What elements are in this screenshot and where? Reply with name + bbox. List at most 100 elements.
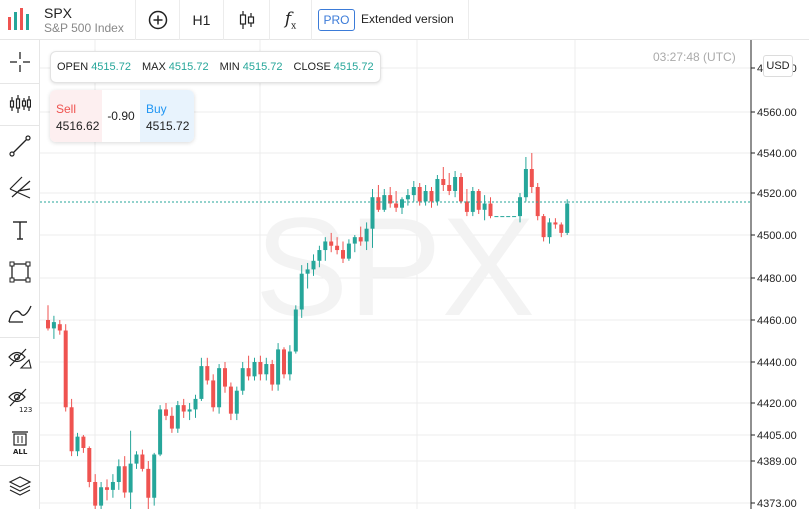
crosshair-tool[interactable]: [0, 42, 40, 82]
candle: [317, 245, 322, 268]
spread-value: -0.90: [107, 109, 135, 123]
trash-all-icon: ALL: [12, 431, 28, 455]
candle: [464, 189, 469, 217]
candle-body: [116, 466, 121, 482]
symbol-name[interactable]: SPX: [44, 5, 73, 21]
candle-body: [364, 228, 369, 242]
candle: [276, 343, 281, 391]
candle: [447, 173, 452, 196]
candle: [223, 362, 227, 393]
candle: [122, 456, 127, 498]
candle-body: [352, 237, 357, 244]
candle-body: [506, 216, 511, 218]
candle-body: [81, 436, 86, 448]
candle-body: [228, 386, 233, 414]
candle-body: [87, 448, 92, 482]
candle-body: [482, 203, 487, 210]
trend-line-icon: [9, 135, 31, 157]
candle-body: [252, 362, 257, 377]
candle: [346, 239, 351, 261]
extended-version-link[interactable]: Extended version: [361, 12, 454, 26]
candle-body: [175, 405, 180, 429]
candle-body: [394, 203, 399, 208]
candle-body: [240, 368, 245, 391]
candle: [134, 451, 139, 469]
candlestick-series: [46, 153, 570, 509]
candle-body: [158, 409, 163, 455]
candle: [400, 197, 404, 214]
drawing-tools-sidebar: 123 ALL: [0, 40, 40, 509]
candle-body: [299, 273, 304, 310]
rectangle-tool[interactable]: [0, 252, 40, 292]
candle-body: [429, 191, 434, 202]
candle: [305, 262, 310, 289]
candle: [87, 446, 92, 488]
candle-body: [93, 482, 98, 506]
candle-body: [234, 390, 239, 414]
candle-body: [258, 362, 263, 375]
candle-body: [405, 195, 410, 200]
candle-body: [293, 309, 298, 352]
chart-type-button[interactable]: [223, 0, 269, 40]
candle-body: [270, 364, 275, 385]
candle: [541, 214, 546, 242]
currency-button[interactable]: USD: [763, 55, 793, 77]
candle: [240, 362, 245, 395]
candle: [299, 265, 304, 318]
candle: [63, 324, 68, 412]
price-tick-label: 4460.00: [757, 315, 797, 327]
candle: [57, 320, 62, 335]
trend-line-tool[interactable]: [0, 126, 40, 166]
candle: [205, 357, 210, 385]
brush-tool[interactable]: [0, 294, 40, 334]
candle: [105, 479, 109, 501]
candle: [128, 430, 133, 509]
eye-123-icon: 123: [8, 388, 32, 413]
candle-body: [99, 487, 104, 506]
crosshair-icon: [10, 52, 30, 72]
candle-body: [494, 216, 499, 218]
price-tick-label: 4405.00: [757, 430, 797, 442]
layers-tool[interactable]: [0, 466, 40, 506]
candle-body: [51, 322, 56, 329]
text-tool[interactable]: [0, 210, 40, 250]
candle: [181, 398, 186, 418]
candle: [512, 216, 517, 218]
sidebar-divider: [0, 83, 40, 84]
candle-body: [541, 216, 546, 238]
candle-body: [435, 179, 440, 202]
candle-body: [46, 320, 50, 329]
candle: [258, 355, 263, 381]
interval-button[interactable]: H1: [179, 0, 223, 40]
sell-button[interactable]: Sell 4516.62: [50, 90, 102, 142]
chart-style-tool[interactable]: [0, 84, 40, 124]
candle-body: [518, 197, 522, 217]
candle-body: [223, 368, 227, 387]
utc-clock: 03:27:48 (UTC): [653, 50, 736, 64]
candle: [388, 187, 393, 208]
indicators-button[interactable]: fx: [269, 0, 311, 40]
hide-drawings-tool[interactable]: [0, 338, 40, 378]
sell-label: Sell: [56, 102, 77, 116]
fork-lines-tool[interactable]: [0, 168, 40, 208]
trade-panel: Sell 4516.62 -0.90 Buy 4515.72: [50, 90, 194, 142]
add-indicator-button[interactable]: [135, 0, 179, 40]
candle: [506, 216, 511, 218]
max-label: MAX: [141, 61, 166, 73]
candle-body: [565, 203, 570, 233]
candle-body: [152, 454, 157, 498]
price-tick-label: 4440.00: [757, 357, 797, 369]
candle-body: [305, 269, 310, 274]
logo-bars-icon: [8, 8, 29, 30]
price-tick-label: 4560.00: [757, 107, 797, 119]
buy-button[interactable]: Buy 4515.72: [140, 90, 194, 142]
sell-price: 4516.62: [56, 119, 100, 133]
candle-body: [181, 405, 186, 412]
hide-indicators-tool[interactable]: 123: [0, 380, 40, 420]
remove-all-tool[interactable]: ALL: [0, 422, 40, 462]
candle: [494, 216, 499, 218]
candle: [476, 189, 481, 214]
candle: [364, 222, 369, 251]
candle-body: [128, 463, 133, 493]
pro-badge[interactable]: PRO: [318, 9, 355, 31]
